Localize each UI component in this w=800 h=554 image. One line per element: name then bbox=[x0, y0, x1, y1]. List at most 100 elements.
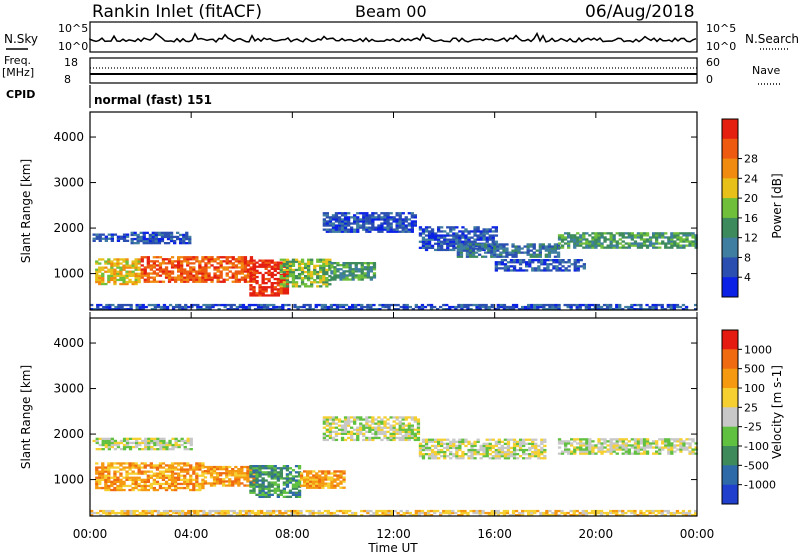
data-cell bbox=[427, 455, 432, 458]
data-cell bbox=[334, 418, 339, 421]
data-cell bbox=[371, 214, 375, 217]
data-cell bbox=[410, 216, 414, 219]
data-cell bbox=[536, 308, 540, 311]
data-cell bbox=[255, 467, 259, 470]
data-cell bbox=[466, 305, 470, 309]
data-cell bbox=[532, 255, 536, 258]
data-cell bbox=[472, 511, 476, 515]
data-cell bbox=[336, 484, 340, 487]
data-cell bbox=[134, 486, 138, 490]
data-cell bbox=[222, 484, 226, 487]
data-cell bbox=[540, 440, 544, 443]
data-cell bbox=[125, 472, 129, 475]
data-cell bbox=[506, 450, 511, 454]
data-cell bbox=[670, 446, 674, 449]
data-cell bbox=[487, 247, 491, 250]
data-cell bbox=[249, 280, 253, 283]
data-cell bbox=[389, 424, 393, 427]
data-cell bbox=[334, 214, 339, 217]
data-cell bbox=[371, 216, 375, 219]
data-cell bbox=[110, 464, 114, 467]
data-cell bbox=[174, 478, 178, 481]
data-cell bbox=[430, 453, 435, 456]
data-cell bbox=[353, 422, 357, 425]
data-cell bbox=[386, 226, 390, 229]
data-cell bbox=[378, 514, 382, 517]
data-cell bbox=[174, 480, 178, 483]
data-cell bbox=[624, 444, 628, 447]
data-cell bbox=[226, 308, 230, 311]
data-cell bbox=[279, 467, 283, 470]
data-cell bbox=[335, 509, 340, 513]
data-cell bbox=[518, 261, 523, 264]
data-cell bbox=[331, 438, 336, 442]
data-cell bbox=[533, 509, 537, 513]
data-cell bbox=[615, 440, 619, 443]
data-cell bbox=[144, 439, 148, 443]
data-cell bbox=[167, 486, 172, 490]
data-cell bbox=[125, 260, 129, 263]
data-cell bbox=[676, 448, 680, 451]
data-cell bbox=[333, 274, 337, 277]
data-cell bbox=[446, 446, 450, 450]
data-cell bbox=[281, 305, 285, 309]
data-cell bbox=[407, 218, 411, 221]
data-cell bbox=[241, 305, 246, 309]
data-cell bbox=[474, 251, 479, 254]
data-cell bbox=[129, 303, 133, 307]
velocity-colorbar-label: Velocity [m s-1] bbox=[770, 365, 784, 459]
data-cell bbox=[252, 280, 257, 283]
data-cell bbox=[424, 234, 429, 237]
data-cell bbox=[122, 439, 127, 443]
data-cell bbox=[288, 479, 293, 482]
data-cell bbox=[362, 428, 366, 431]
data-cell bbox=[372, 268, 377, 271]
data-cell bbox=[682, 244, 686, 247]
data-cell bbox=[95, 478, 99, 481]
data-cell bbox=[104, 237, 108, 240]
data-cell bbox=[231, 274, 235, 277]
data-cell bbox=[198, 278, 202, 281]
data-cell bbox=[252, 482, 256, 485]
data-cell bbox=[129, 305, 133, 309]
data-cell bbox=[129, 509, 133, 513]
data-cell bbox=[272, 303, 276, 307]
data-cell bbox=[143, 470, 147, 473]
data-cell bbox=[152, 276, 156, 279]
data-cell bbox=[296, 509, 300, 513]
data-cell bbox=[449, 248, 453, 252]
data-cell bbox=[216, 474, 220, 477]
data-cell bbox=[186, 441, 190, 445]
data-cell bbox=[170, 260, 175, 263]
data-cell bbox=[478, 243, 482, 246]
data-cell bbox=[219, 274, 223, 277]
data-cell bbox=[237, 470, 241, 473]
data-cell bbox=[322, 222, 326, 225]
data-cell bbox=[258, 475, 262, 478]
data-cell bbox=[540, 457, 544, 460]
data-cell bbox=[145, 237, 149, 241]
data-cell bbox=[664, 444, 668, 447]
data-cell bbox=[330, 272, 334, 275]
data-cell bbox=[325, 438, 329, 442]
data-cell bbox=[198, 466, 202, 469]
data-cell bbox=[401, 428, 405, 431]
data-cell bbox=[98, 237, 102, 240]
data-cell bbox=[609, 446, 613, 449]
data-cell bbox=[588, 246, 592, 249]
data-cell bbox=[596, 308, 601, 311]
data-cell bbox=[456, 251, 460, 254]
data-cell bbox=[223, 303, 227, 307]
data-cell bbox=[128, 270, 132, 273]
data-cell bbox=[139, 237, 143, 241]
data-cell bbox=[395, 422, 399, 425]
data-cell bbox=[556, 253, 561, 256]
data-cell bbox=[232, 303, 236, 307]
data-cell bbox=[177, 264, 181, 267]
data-cell bbox=[398, 430, 402, 433]
data-cell bbox=[452, 438, 456, 441]
data-cell bbox=[464, 228, 468, 231]
data-cell bbox=[249, 288, 253, 291]
data-cell bbox=[554, 303, 558, 307]
data-cell bbox=[249, 483, 253, 486]
